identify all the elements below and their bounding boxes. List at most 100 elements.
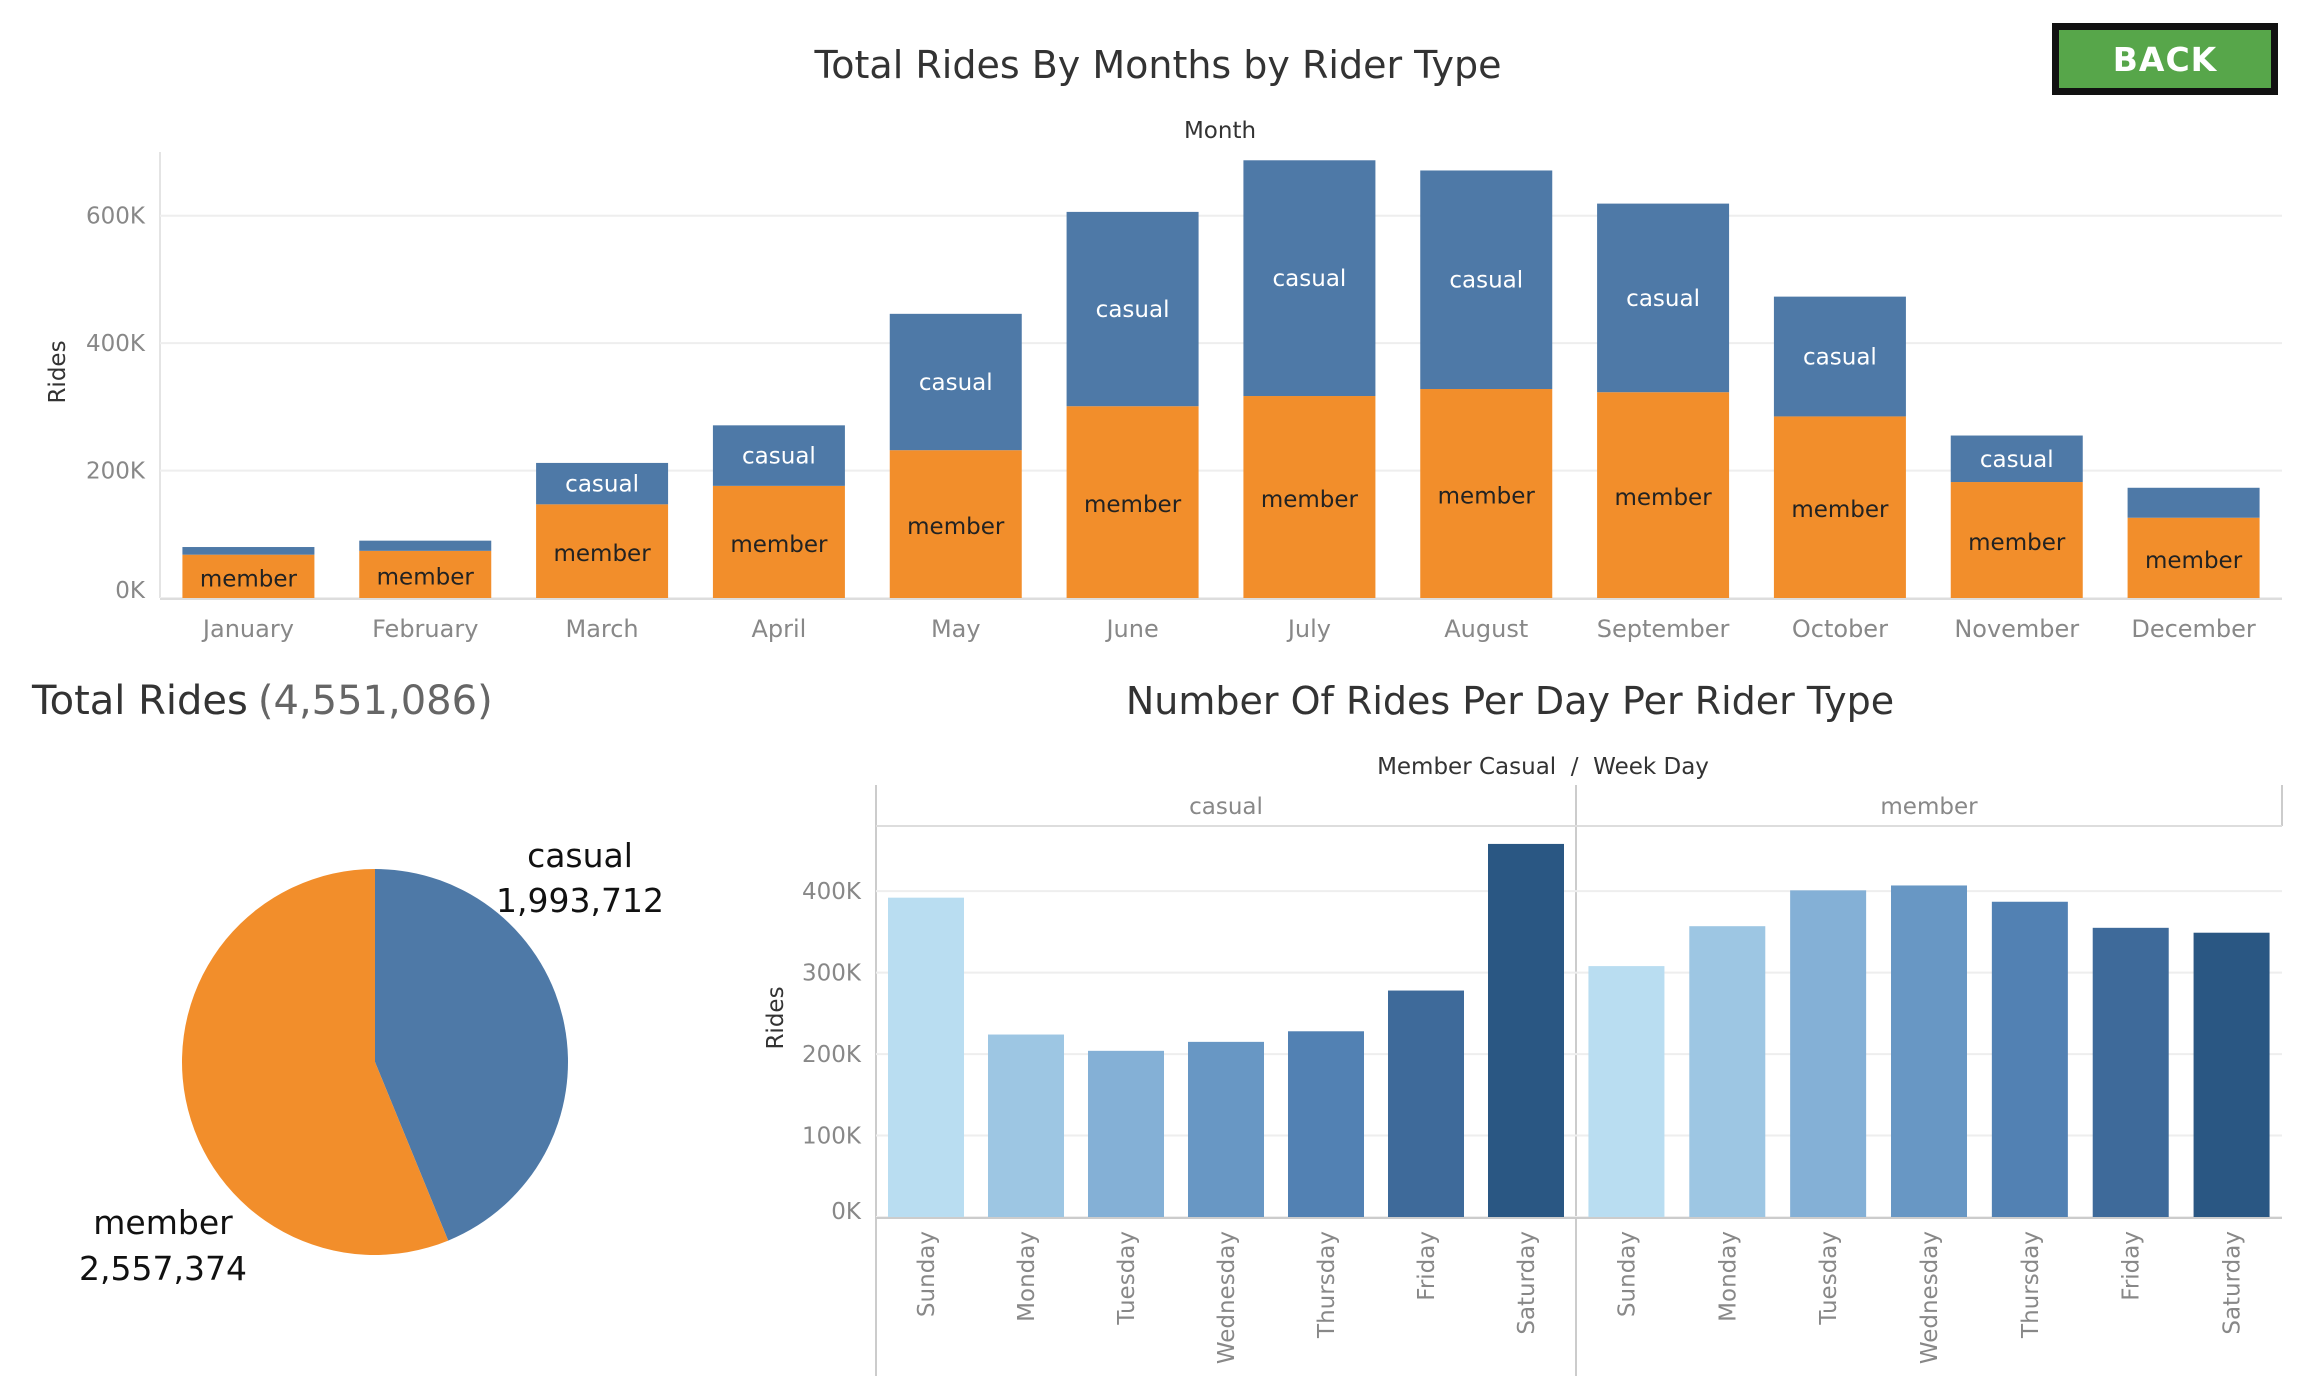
monthly-bar-casual: [1066, 211, 1199, 407]
weekday-x-tick-label: Sunday: [1614, 1231, 1640, 1317]
monthly-casual-segment-label: casual: [1273, 266, 1347, 292]
weekday-bar-member: [1891, 885, 1967, 1217]
monthly-casual-segment-label: casual: [565, 472, 639, 498]
monthly-member-segment-label: member: [1614, 485, 1712, 511]
weekday-bar-casual: [888, 897, 964, 1217]
weekday-x-tick-label: Saturday: [1514, 1231, 1540, 1335]
monthly-bar-member: [712, 485, 845, 598]
weekday-x-tick-label: Monday: [1014, 1231, 1040, 1322]
weekday-x-tick-label: Wednesday: [1214, 1231, 1240, 1364]
monthly-member-segment-label: member: [553, 541, 651, 567]
monthly-bar-member: [1066, 406, 1199, 598]
weekday-y-tick-label: 0K: [831, 1199, 862, 1225]
monthly-member-segment-label: member: [2145, 548, 2243, 574]
monthly-chart-header: Month: [1184, 118, 1256, 144]
monthly-member-segment-label: member: [907, 514, 1005, 540]
weekday-y-tick-label: 300K: [802, 961, 862, 987]
monthly-bar-member: [182, 554, 315, 598]
weekday-bar-casual: [1288, 1031, 1364, 1217]
monthly-member-segment-label: member: [377, 564, 475, 590]
total-rides-label: Total Rides: [31, 678, 248, 724]
pie-label-value: 1,993,712: [496, 881, 664, 920]
monthly-bar-member: [1950, 482, 2083, 598]
pie-slice-member: [181, 869, 449, 1255]
weekday-bar-member: [1991, 901, 2068, 1217]
weekday-bar-casual: [1388, 990, 1464, 1217]
monthly-x-tick-label: July: [1286, 615, 1331, 643]
back-button[interactable]: BACK: [2052, 23, 2278, 95]
weekday-bar-casual: [988, 1034, 1064, 1217]
monthly-bar-member: [1420, 389, 1553, 598]
monthly-casual-segment-label: casual: [1803, 345, 1877, 371]
monthly-x-tick-label: November: [1954, 615, 2079, 643]
monthly-bar-casual: [182, 547, 315, 555]
monthly-casual-segment-label: casual: [1096, 297, 1170, 323]
monthly-member-segment-label: member: [1968, 530, 2066, 556]
weekday-bar-casual: [1188, 1041, 1264, 1217]
total-rides-value: (4,551,086): [258, 678, 493, 724]
weekday-bar-member: [1790, 890, 1867, 1217]
monthly-bar-member: [1243, 396, 1376, 598]
monthly-chart-title: Total Rides By Months by Rider Type: [814, 43, 1502, 87]
monthly-casual-segment-label: casual: [1980, 447, 2054, 473]
monthly-member-segment-label: member: [1791, 497, 1889, 523]
weekday-bar-casual: [1488, 843, 1564, 1217]
monthly-bar-casual: [536, 462, 669, 505]
monthly-casual-segment-label: casual: [742, 444, 816, 470]
monthly-x-tick-label: October: [1792, 615, 1888, 643]
monthly-bar-casual: [1950, 435, 2083, 483]
weekday-chart-title: Number Of Rides Per Day Per Rider Type: [1126, 679, 1894, 723]
monthly-bar-casual: [712, 425, 845, 486]
monthly-x-tick-label: June: [1104, 615, 1158, 643]
monthly-y-tick-label: 200K: [86, 459, 146, 485]
monthly-casual-segment-label: casual: [1626, 286, 1700, 312]
monthly-member-segment-label: member: [1261, 487, 1359, 513]
monthly-bar-casual: [2127, 487, 2260, 518]
weekday-bar-member: [1588, 966, 1665, 1217]
monthly-bar-member: [889, 450, 1022, 598]
monthly-bar-casual: [1243, 160, 1376, 397]
weekday-bar-member: [2092, 927, 2169, 1217]
monthly-bar-member: [1597, 392, 1730, 598]
monthly-bar-casual: [889, 313, 1022, 451]
weekday-x-tick-label: Monday: [1715, 1231, 1741, 1322]
pie-slice-casual: [375, 869, 568, 1241]
monthly-bar-casual: [1773, 296, 1906, 417]
monthly-y-tick-label: 400K: [86, 331, 146, 357]
weekday-faceted-bar-chart: casual member 0K 100K 200K 300K 400K Sunday Mond…: [802, 785, 2283, 1376]
pie-label-value: 2,557,374: [79, 1249, 247, 1288]
monthly-x-tick-label: April: [751, 615, 806, 643]
total-rides-title: Total Rides (4,551,086): [31, 678, 493, 724]
monthly-x-tick-label: January: [201, 615, 294, 643]
weekday-bar-member: [2193, 932, 2270, 1217]
monthly-x-tick-label: March: [565, 615, 638, 643]
monthly-y-tick-label: 0K: [115, 578, 146, 604]
weekday-bar-member: [1689, 926, 1766, 1217]
monthly-member-segment-label: member: [1084, 492, 1182, 518]
weekday-x-tick-label: Sunday: [914, 1231, 940, 1317]
weekday-chart-header: Member Casual / Week Day: [1377, 754, 1709, 780]
weekday-x-tick-label: Thursday: [1314, 1231, 1340, 1339]
monthly-y-axis-label: Rides: [45, 340, 71, 403]
monthly-y-tick-label: 600K: [86, 204, 146, 230]
total-rides-pie-chart: casual 1,993,712 member 2,557,374: [79, 836, 664, 1288]
monthly-bar-casual: [1597, 203, 1730, 393]
monthly-x-tick-label: September: [1597, 615, 1730, 643]
monthly-bar-casual: [359, 540, 492, 551]
pie-label-name: casual: [527, 836, 633, 875]
monthly-stacked-bar-chart: 0K 200K 400K 600K member January member Februar…: [86, 152, 2282, 643]
monthly-bar-member: [359, 550, 492, 598]
weekday-y-tick-label: 400K: [802, 879, 862, 905]
weekday-panel-header-casual: casual: [1189, 794, 1263, 820]
monthly-casual-segment-label: casual: [919, 370, 993, 396]
monthly-bar-member: [2127, 517, 2260, 598]
weekday-x-tick-label: Tuesday: [1114, 1231, 1140, 1326]
monthly-x-tick-label: August: [1444, 615, 1528, 643]
monthly-member-segment-label: member: [200, 566, 298, 592]
monthly-casual-segment-label: casual: [1449, 268, 1523, 294]
monthly-x-tick-label: May: [931, 615, 981, 643]
monthly-bar-member: [1773, 416, 1906, 598]
weekday-x-tick-label: Friday: [2119, 1231, 2145, 1301]
monthly-bar-member: [536, 504, 669, 598]
